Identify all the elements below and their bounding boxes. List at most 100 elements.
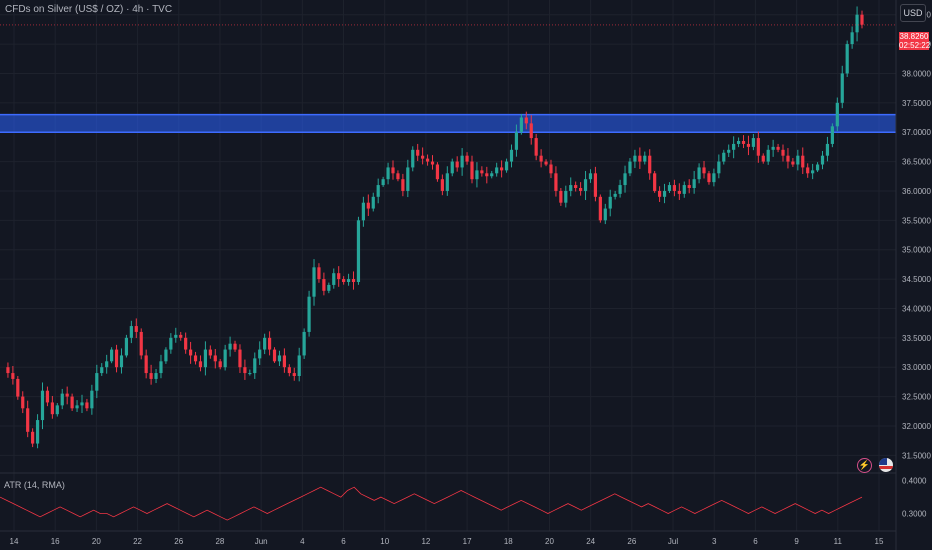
candle-body — [450, 161, 454, 174]
candle-body — [465, 155, 469, 162]
chart-title: CFDs on Silver (US$ / OZ) · 4h · TVC — [5, 4, 173, 15]
candle-body — [65, 393, 69, 397]
candle-body — [188, 349, 193, 356]
candle-body — [643, 155, 647, 162]
candle-body — [470, 161, 474, 180]
time-tick-label: 6 — [341, 537, 346, 546]
candle-body — [732, 143, 736, 150]
candles — [0, 6, 896, 449]
time-tick-label: 20 — [545, 537, 554, 546]
candle-body — [95, 373, 99, 391]
candle-body — [623, 173, 627, 186]
candle-body — [292, 373, 296, 376]
candle-body — [509, 149, 514, 162]
candle-body — [282, 355, 286, 368]
candle-body — [440, 179, 444, 191]
candle-body — [213, 355, 217, 362]
candle-body — [608, 196, 612, 209]
price-tick-label: 33.5000 — [902, 334, 931, 343]
candle-body — [430, 161, 435, 165]
candle-body — [455, 161, 459, 168]
time-tick-label: 20 — [92, 537, 101, 546]
currency-button[interactable]: USD — [900, 4, 926, 22]
candle-body — [534, 138, 538, 156]
candle-body — [174, 334, 178, 338]
candle-body — [90, 390, 94, 409]
price-tick-label: 34.5000 — [902, 275, 931, 284]
candle-body — [519, 117, 523, 133]
price-tick-label: 38.0000 — [902, 69, 931, 78]
candle-body — [746, 143, 751, 147]
time-tick-label: 12 — [421, 537, 430, 546]
candle-body — [722, 152, 726, 162]
candle-body — [164, 349, 168, 362]
candle-body — [327, 284, 331, 291]
candle-body — [198, 361, 203, 368]
candle-body — [218, 361, 222, 368]
time-tick-label: 9 — [794, 537, 799, 546]
resistance-zone-fill — [0, 114, 896, 133]
candle-body — [277, 355, 282, 362]
candle-body — [307, 296, 311, 332]
candle-body — [169, 337, 173, 350]
candle-body — [830, 126, 834, 144]
atr-legend: ATR (14, RMA) — [4, 480, 65, 490]
candle-body — [317, 267, 321, 280]
time-tick-label: 17 — [463, 537, 472, 546]
time-tick-label: Jul — [668, 537, 678, 546]
time-tick-label: 11 — [834, 537, 843, 546]
atr-tick-label: 0.3000 — [902, 510, 927, 519]
candle-body — [297, 355, 301, 376]
lightning-icon[interactable]: ⚡ — [857, 458, 872, 473]
candle-body — [702, 167, 706, 174]
candle-body — [815, 164, 820, 171]
candle-body — [776, 146, 780, 150]
atr-series-line — [0, 486, 863, 521]
atr-pane — [0, 486, 863, 521]
candle-body — [761, 155, 765, 162]
candle-body — [31, 431, 35, 444]
candle-body — [820, 155, 825, 165]
us-flag-icon[interactable] — [879, 458, 893, 472]
candle-body — [134, 326, 138, 332]
time-tick-label: 18 — [504, 537, 513, 546]
candle-body — [361, 202, 365, 221]
candle-body — [781, 149, 785, 156]
atr-axis: 0.4000 0.3000 — [902, 477, 927, 519]
candle-body — [184, 337, 188, 350]
candle-body — [253, 358, 257, 374]
candle-body — [371, 196, 375, 209]
time-tick-label: 14 — [10, 537, 19, 546]
candle-body — [179, 334, 183, 338]
time-axis: 14 16 20 22 26 28 Jun 4 6 10 12 17 18 20 24 26 Jul 3 6 9 11 1… — [10, 537, 884, 546]
price-tick-label: 34.0000 — [902, 304, 931, 313]
candle-body — [579, 188, 583, 191]
candle-body — [593, 173, 598, 197]
price-tick-label: 36.0000 — [902, 187, 931, 196]
candle-body — [480, 170, 484, 174]
candle-body — [258, 349, 262, 359]
candle-body — [435, 164, 440, 180]
candle-body — [60, 393, 64, 406]
candle-body — [6, 367, 10, 374]
candle-body — [391, 167, 395, 174]
candle-body — [495, 167, 499, 174]
candle-body — [825, 143, 830, 156]
candle-body — [129, 326, 133, 338]
candle-body — [267, 337, 272, 350]
bar-countdown: 02:52:22 — [899, 41, 931, 50]
candle-body — [811, 170, 815, 174]
candle-body — [159, 361, 163, 374]
candle-body — [860, 14, 864, 25]
candle-body — [855, 14, 859, 33]
candle-body — [223, 349, 227, 368]
candle-body — [687, 185, 691, 188]
candle-body — [791, 161, 795, 165]
candle-body — [771, 146, 775, 150]
candle-body — [356, 220, 361, 282]
candle-body — [312, 267, 316, 297]
candle-body — [366, 202, 370, 209]
candle-body — [26, 408, 30, 432]
candle-body — [144, 355, 148, 374]
